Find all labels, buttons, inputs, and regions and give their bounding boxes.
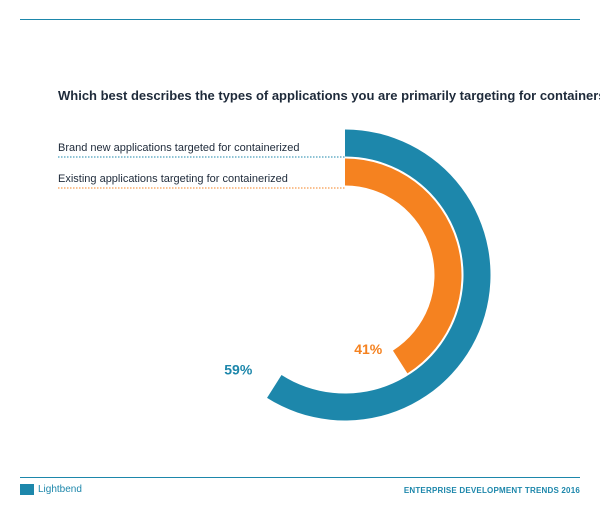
brand-name: Lightbend (38, 484, 82, 495)
legend-label-brand-new: Brand new applications targeted for cont… (58, 142, 300, 154)
data-label-existing: 41% (354, 341, 383, 357)
report-title: ENTERPRISE DEVELOPMENT TRENDS 2016 (403, 486, 580, 495)
radial-bar-existing (345, 158, 462, 374)
bottom-divider (20, 477, 580, 478)
chart-question: Which best describes the types of applic… (58, 88, 600, 103)
lightbend-logo: Lightbend (20, 484, 82, 495)
data-label-brand-new: 59% (224, 361, 253, 377)
lightbend-logo-icon (20, 484, 34, 495)
radial-bar-brand-new (267, 129, 491, 421)
top-divider (20, 19, 580, 20)
legend-label-existing: Existing applications targeting for cont… (58, 173, 288, 185)
